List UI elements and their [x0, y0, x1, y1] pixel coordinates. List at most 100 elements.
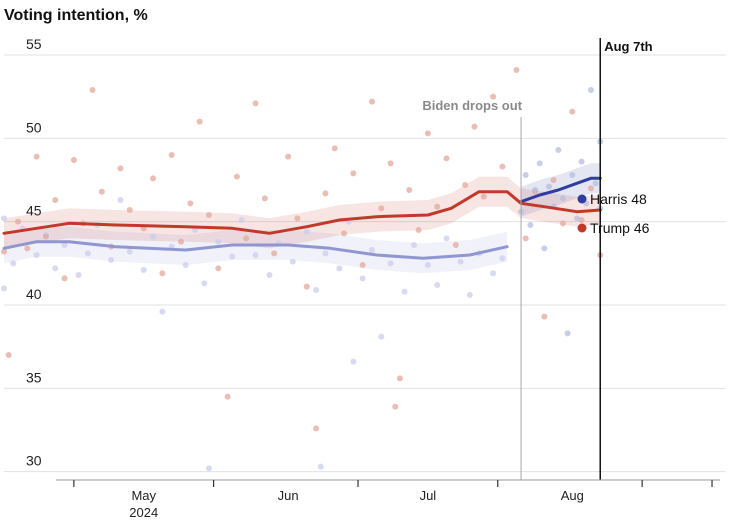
poll-dot-trump [285, 153, 292, 160]
poll-dot-harris [564, 330, 571, 337]
trend-line-harris [519, 176, 602, 204]
poll-dot-harris [555, 147, 562, 153]
poll-dot-biden [401, 288, 408, 295]
poll-dot-trump [471, 123, 478, 130]
y-axis-ticks: 30 35 40 45 50 55 [26, 36, 42, 469]
poll-dot-harris [578, 158, 585, 165]
annotations: Biden drops out Aug 7th [422, 38, 653, 480]
poll-dot-trump [359, 262, 366, 268]
poll-dot-biden [201, 280, 208, 287]
poll-dot-harris [541, 245, 548, 252]
poll-dot-biden [205, 465, 212, 472]
poll-dot-biden [457, 258, 464, 265]
end-label-harris: Harris 48 [590, 191, 647, 207]
poll-dot-biden [52, 265, 59, 272]
poll-dot-biden [108, 257, 115, 263]
poll-dot-trump [578, 217, 585, 223]
poll-dot-biden [387, 260, 394, 267]
poll-dot-trump [98, 188, 105, 195]
poll-dot-harris [545, 183, 552, 190]
poll-dot-trump [224, 393, 231, 400]
poll-dot-trump [303, 283, 310, 290]
poll-dot-trump [159, 270, 166, 277]
poll-dot-trump [187, 200, 194, 207]
poll-dot-biden [159, 308, 166, 315]
poll-dot-trump [52, 197, 59, 203]
poll-dot-biden [289, 258, 296, 265]
trend-line-biden [2, 240, 509, 260]
poll-dot-biden [150, 233, 157, 240]
poll-dot-biden [252, 252, 259, 258]
poll-dot-trump [322, 190, 329, 197]
poll-dot-trump [550, 177, 557, 183]
poll-dot-biden [303, 228, 310, 235]
poll-dot-biden [368, 247, 375, 253]
poll-dot-biden [434, 282, 441, 288]
band-trump [4, 176, 601, 249]
chart-title: Voting intention, % [4, 7, 148, 24]
poll-dot-trump [368, 98, 375, 105]
poll-dots [1, 67, 604, 472]
poll-dot-biden [466, 292, 473, 298]
poll-dot-trump [587, 185, 594, 192]
poll-dot-biden [410, 242, 417, 248]
poll-dot-biden [317, 463, 324, 470]
poll-dot-trump [243, 235, 250, 242]
poll-dot-trump [396, 375, 403, 382]
poll-dot-trump [271, 250, 278, 257]
poll-dot-trump [443, 155, 450, 162]
poll-dot-trump [331, 145, 338, 152]
poll-dot-trump [33, 153, 40, 160]
poll-dot-trump [480, 193, 487, 200]
poll-dot-trump [406, 187, 413, 193]
end-label-trump: Trump 46 [590, 220, 650, 236]
poll-dot-biden [359, 275, 366, 282]
poll-dot-harris [522, 172, 529, 178]
x-tick-label-aug: Aug [561, 488, 584, 503]
poll-dot-biden [117, 197, 124, 203]
y-tick-label-40: 40 [26, 286, 42, 302]
poll-dot-harris [559, 195, 566, 202]
poll-dot-biden [238, 217, 245, 223]
poll-dot-trump [490, 93, 497, 100]
x-tick-label-may: May [131, 488, 156, 503]
end-marker-trump [577, 223, 587, 233]
poll-dot-trump [513, 67, 520, 73]
x-tick-year: 2024 [129, 505, 158, 520]
poll-dot-trump [499, 163, 506, 170]
poll-dot-trump [126, 207, 133, 213]
poll-dot-biden [140, 267, 147, 273]
poll-dot-biden [215, 238, 222, 245]
poll-dot-harris [532, 187, 539, 193]
poll-dot-trump [61, 275, 68, 282]
poll-dot-trump [452, 242, 459, 248]
poll-dot-trump [559, 220, 566, 227]
poll-dot-trump [42, 233, 49, 240]
poll-dot-biden [229, 253, 236, 260]
poll-dot-trump [261, 195, 268, 202]
poll-dot-trump [569, 108, 576, 115]
poll-dot-biden [33, 252, 40, 258]
poll-dot-trump [1, 248, 7, 255]
poll-dot-trump [215, 265, 222, 272]
poll-dot-biden [10, 260, 17, 267]
poll-dot-trump [89, 87, 96, 93]
poll-dot-trump [392, 403, 399, 410]
poll-dot-biden [182, 262, 189, 268]
aug-7th-label: Aug 7th [604, 39, 652, 54]
poll-dot-trump [14, 218, 21, 225]
poll-dot-trump [5, 352, 12, 358]
gridlines [4, 54, 726, 473]
poll-dot-trump [294, 215, 301, 222]
poll-dot-biden [75, 272, 82, 278]
poll-dot-trump [415, 227, 422, 233]
poll-dot-trump [522, 235, 529, 242]
poll-dot-harris [569, 172, 576, 178]
poll-dot-trump [424, 130, 431, 137]
end-marker-harris [577, 194, 587, 204]
trend-lines [2, 176, 602, 260]
trend-line-trump [2, 190, 602, 235]
y-tick-label-30: 30 [26, 453, 42, 469]
poll-dot-trump [150, 175, 157, 182]
